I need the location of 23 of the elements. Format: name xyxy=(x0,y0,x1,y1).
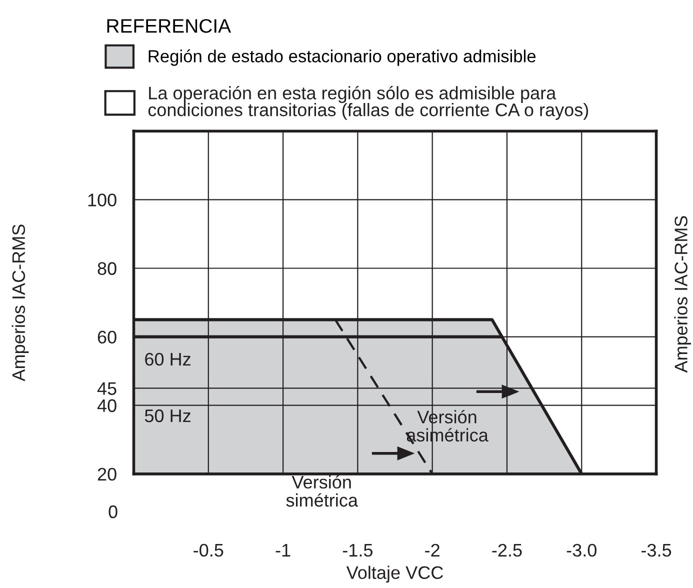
y-tick-label: 60 xyxy=(98,330,116,344)
x-tick-label: -0.5 xyxy=(194,544,224,557)
x-tick-label: -2.5 xyxy=(492,544,522,557)
legend-label: Región de estado estacionario operativo admisible xyxy=(148,49,536,66)
y-tick-label: 80 xyxy=(98,262,116,275)
x-tick-label: -2 xyxy=(425,544,440,556)
y-axis-title: Amperios IAC-RMS xyxy=(12,224,29,382)
text: 0 xyxy=(108,505,118,518)
x-tick-label: -1.5 xyxy=(342,544,372,557)
text: Amperios IAC-RMS xyxy=(674,216,692,373)
annotation: 60 Hz xyxy=(145,352,190,366)
y-tick-label: 40 xyxy=(97,399,116,412)
x-tick-label: -1 xyxy=(276,544,290,556)
annotation: 50 Hz xyxy=(144,409,190,422)
y-tick-label: 100 xyxy=(88,194,116,206)
text: Versión simétrica xyxy=(286,475,358,507)
y-tick-label: 20 xyxy=(98,468,116,481)
text: La operación en esta región sólo es admisible para condiciones transitorias (fallas de corriente CA o rayos) xyxy=(148,86,588,120)
y-tick-label: 45 xyxy=(97,382,116,395)
x-tick-label: -3.5 xyxy=(642,544,672,557)
legend-title: REFERENCIA xyxy=(107,19,231,33)
x-tick-label: -3.0 xyxy=(566,544,596,557)
x-axis-title: Voltaje VCC xyxy=(346,566,443,583)
